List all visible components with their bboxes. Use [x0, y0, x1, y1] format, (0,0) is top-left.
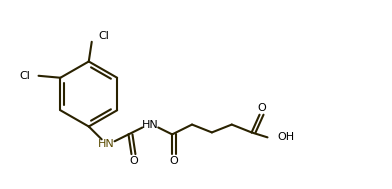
Text: Cl: Cl — [99, 31, 110, 41]
Text: O: O — [170, 156, 178, 166]
Text: O: O — [257, 103, 266, 113]
Text: HN: HN — [142, 120, 159, 129]
Text: HN: HN — [98, 139, 115, 149]
Text: O: O — [129, 156, 138, 166]
Text: OH: OH — [278, 132, 294, 142]
Text: Cl: Cl — [20, 71, 31, 81]
